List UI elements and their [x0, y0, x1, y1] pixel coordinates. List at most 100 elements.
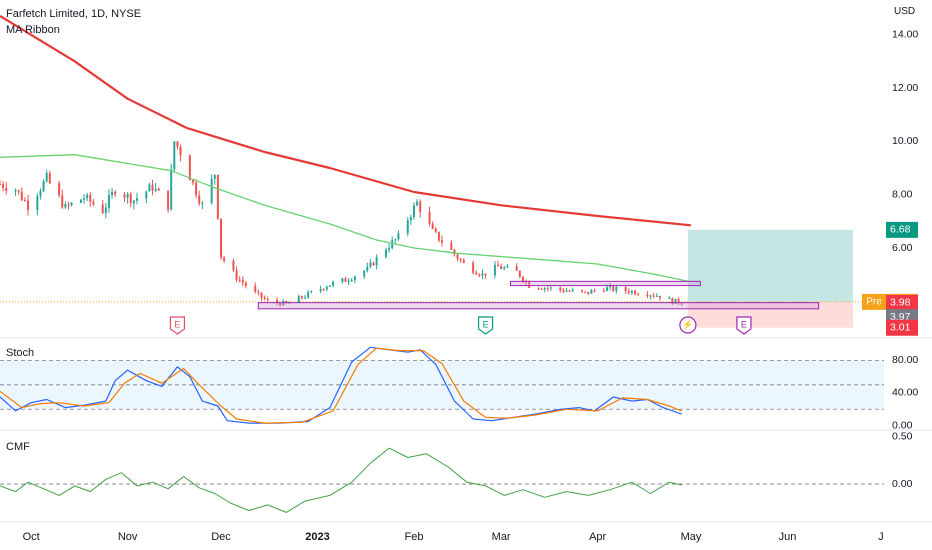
- candle-body: [562, 289, 565, 292]
- candle-body: [129, 193, 132, 204]
- zone-rectangle: [257, 302, 820, 310]
- price-axis-label: 3.98: [890, 297, 911, 309]
- candle-body: [176, 141, 179, 147]
- cmf-pane-title[interactable]: CMF: [6, 441, 30, 453]
- candle-body: [132, 200, 135, 204]
- candle-body: [48, 173, 51, 184]
- candle-body: [170, 169, 173, 210]
- candle-body: [216, 174, 219, 219]
- candle-body: [167, 190, 170, 210]
- candle-body: [655, 295, 658, 297]
- candle-body: [154, 188, 157, 191]
- candle-body: [0, 184, 1, 185]
- candle-body: [310, 291, 313, 293]
- candle-body: [543, 288, 546, 290]
- candle-body: [67, 204, 70, 206]
- candle-body: [584, 291, 587, 293]
- candle-body: [263, 297, 266, 300]
- time-axis-label: Mar: [492, 531, 511, 543]
- candle-body: [5, 187, 8, 191]
- ma-long-line: [0, 15, 692, 227]
- candle-body: [652, 295, 655, 297]
- candle-body: [605, 287, 608, 291]
- split-event-icon: [679, 316, 697, 334]
- candle-body: [266, 299, 269, 301]
- candle-body: [114, 192, 117, 195]
- candle-body: [14, 190, 17, 192]
- price-axis-label-box: [886, 319, 918, 336]
- candle-body: [135, 198, 138, 201]
- candle-body: [540, 288, 543, 290]
- event-label: E: [174, 319, 180, 329]
- candle-body: [39, 190, 42, 197]
- candle-body: [668, 298, 671, 300]
- candle-body: [624, 287, 627, 292]
- candle-body: [459, 258, 462, 261]
- time-axis-label: Oct: [23, 531, 40, 543]
- candle-body: [416, 201, 419, 206]
- candle-body: [104, 207, 107, 214]
- candle-body: [232, 260, 235, 271]
- candle-body: [79, 199, 82, 203]
- candle-body: [241, 280, 244, 283]
- stoch-pane-title[interactable]: Stoch: [6, 347, 35, 359]
- candle-body: [319, 288, 322, 292]
- candle-body: [157, 188, 160, 191]
- candle-body: [428, 212, 431, 224]
- candle-body: [537, 287, 540, 289]
- candle-body: [481, 273, 484, 276]
- cmf-axis-tick: 0.00: [892, 478, 913, 490]
- candle-body: [593, 290, 596, 292]
- stoch-axis-tick: 0.00: [892, 419, 913, 431]
- candle-body: [2, 184, 5, 188]
- candle-body: [559, 287, 562, 290]
- candle-body: [515, 266, 518, 271]
- pre-label-text: Pre: [866, 297, 882, 308]
- candle-body: [394, 239, 397, 241]
- candle-body: [83, 198, 86, 200]
- candle-body: [145, 191, 148, 199]
- candle-body: [64, 204, 67, 208]
- candle-body: [179, 146, 182, 156]
- candle-body: [478, 274, 481, 276]
- candle-body: [282, 300, 285, 306]
- candle-body: [587, 291, 590, 294]
- candle-body: [148, 184, 151, 192]
- candle-body: [332, 282, 335, 286]
- candle-body: [304, 297, 307, 299]
- currency-label[interactable]: USD: [894, 6, 916, 17]
- candle-body: [565, 290, 568, 292]
- candle-body: [213, 174, 216, 179]
- candle-body: [506, 266, 509, 268]
- candle-body: [627, 291, 630, 293]
- price-axis-label: 3.01: [890, 322, 911, 334]
- candle-body: [61, 195, 64, 208]
- indicator-ma-ribbon-label[interactable]: MA Ribbon: [6, 24, 60, 36]
- candle-body: [363, 270, 366, 277]
- candle-body: [581, 289, 584, 292]
- candle-body: [350, 280, 353, 282]
- candle-body: [223, 257, 226, 261]
- candle-body: [453, 249, 456, 255]
- candle-body: [397, 233, 400, 240]
- candle-body: [322, 288, 325, 290]
- candle-body: [680, 303, 683, 305]
- candle-body: [497, 264, 500, 267]
- candle-body: [369, 262, 372, 267]
- stoch-axis-tick: 40.00: [892, 387, 918, 399]
- candle-body: [23, 200, 26, 202]
- price-axis-tick: 14.00: [892, 28, 918, 40]
- candle-body: [409, 216, 412, 221]
- candle-body: [123, 194, 126, 198]
- candle-body: [173, 141, 176, 170]
- candle-body: [307, 292, 310, 298]
- candle-body: [101, 204, 104, 214]
- event-label: E: [483, 319, 489, 329]
- candle-body: [111, 192, 114, 196]
- candle-body: [646, 294, 649, 297]
- candle-body: [27, 200, 30, 210]
- candle-body: [17, 190, 20, 192]
- position-target-zone: [687, 229, 853, 302]
- candle-body: [70, 202, 73, 206]
